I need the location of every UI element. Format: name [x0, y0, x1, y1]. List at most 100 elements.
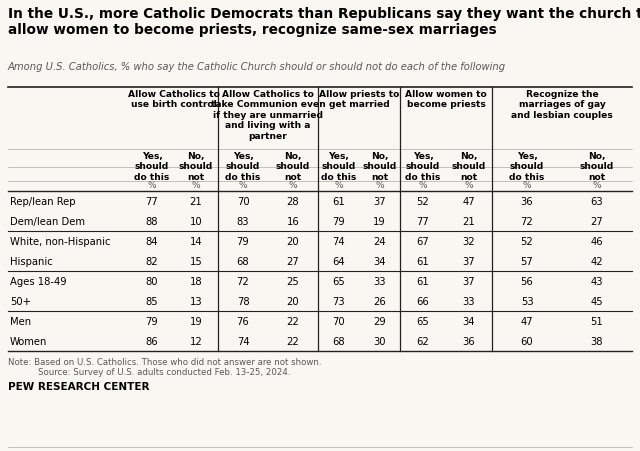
- Text: 61: 61: [417, 257, 429, 267]
- Text: 63: 63: [591, 197, 604, 207]
- Text: 26: 26: [373, 296, 386, 306]
- Text: 34: 34: [463, 316, 476, 326]
- Text: Recognize the
marriages of gay
and lesbian couples: Recognize the marriages of gay and lesbi…: [511, 90, 613, 120]
- Text: 73: 73: [332, 296, 345, 306]
- Text: 60: 60: [521, 336, 533, 346]
- Text: Ages 18-49: Ages 18-49: [10, 276, 67, 286]
- Text: 34: 34: [373, 257, 386, 267]
- Text: White, non-Hispanic: White, non-Hispanic: [10, 236, 111, 246]
- Text: 47: 47: [463, 197, 476, 207]
- Text: 88: 88: [146, 216, 158, 226]
- Text: %: %: [148, 180, 156, 189]
- Text: 37: 37: [373, 197, 386, 207]
- Text: 33: 33: [463, 296, 476, 306]
- Text: %: %: [523, 180, 531, 189]
- Text: 32: 32: [463, 236, 476, 246]
- Text: Yes,
should
do this: Yes, should do this: [405, 152, 440, 181]
- Text: 37: 37: [463, 276, 476, 286]
- Text: 64: 64: [332, 257, 345, 267]
- Text: 30: 30: [373, 336, 386, 346]
- Text: 82: 82: [146, 257, 158, 267]
- Text: PEW RESEARCH CENTER: PEW RESEARCH CENTER: [8, 381, 150, 391]
- Text: 85: 85: [146, 296, 158, 306]
- Text: 61: 61: [417, 276, 429, 286]
- Text: 38: 38: [591, 336, 604, 346]
- Text: 15: 15: [189, 257, 202, 267]
- Text: 76: 76: [237, 316, 250, 326]
- Text: Yes,
should
do this: Yes, should do this: [321, 152, 356, 181]
- Text: Hispanic: Hispanic: [10, 257, 52, 267]
- Text: 52: 52: [417, 197, 429, 207]
- Text: %: %: [593, 180, 602, 189]
- Text: 86: 86: [146, 336, 158, 346]
- Text: Rep/lean Rep: Rep/lean Rep: [10, 197, 76, 207]
- Text: 72: 72: [237, 276, 250, 286]
- Text: 57: 57: [520, 257, 533, 267]
- Text: 24: 24: [373, 236, 386, 246]
- Text: %: %: [239, 180, 247, 189]
- Text: 62: 62: [417, 336, 429, 346]
- Text: 56: 56: [520, 276, 533, 286]
- Text: 36: 36: [521, 197, 533, 207]
- Text: 72: 72: [520, 216, 533, 226]
- Text: 46: 46: [591, 236, 604, 246]
- Text: Yes,
should
do this: Yes, should do this: [225, 152, 260, 181]
- Text: 22: 22: [287, 316, 300, 326]
- Text: 70: 70: [237, 197, 250, 207]
- Text: %: %: [192, 180, 200, 189]
- Text: allow women to become priests, recognize same-sex marriages: allow women to become priests, recognize…: [8, 23, 497, 37]
- Text: 22: 22: [287, 336, 300, 346]
- Text: 80: 80: [146, 276, 158, 286]
- Text: 12: 12: [189, 336, 202, 346]
- Text: 27: 27: [591, 216, 604, 226]
- Text: 25: 25: [287, 276, 300, 286]
- Text: Note: Based on U.S. Catholics. Those who did not answer are not shown.
Source: S: Note: Based on U.S. Catholics. Those who…: [8, 357, 321, 377]
- Text: 53: 53: [521, 296, 533, 306]
- Text: Among U.S. Catholics, % who say the Catholic Church should or should not do each: Among U.S. Catholics, % who say the Cath…: [8, 62, 506, 72]
- Text: 33: 33: [373, 276, 386, 286]
- Text: 66: 66: [417, 296, 429, 306]
- Text: 19: 19: [189, 316, 202, 326]
- Text: 77: 77: [146, 197, 158, 207]
- Text: 68: 68: [237, 257, 250, 267]
- Text: 74: 74: [332, 236, 345, 246]
- Text: No,
should
not: No, should not: [362, 152, 397, 181]
- Text: 18: 18: [189, 276, 202, 286]
- Text: No,
should
not: No, should not: [580, 152, 614, 181]
- Text: %: %: [334, 180, 343, 189]
- Text: 19: 19: [373, 216, 386, 226]
- Text: 84: 84: [146, 236, 158, 246]
- Text: 52: 52: [520, 236, 533, 246]
- Text: 67: 67: [417, 236, 429, 246]
- Text: 37: 37: [463, 257, 476, 267]
- Text: 50+: 50+: [10, 296, 31, 306]
- Text: 79: 79: [237, 236, 250, 246]
- Text: 36: 36: [463, 336, 476, 346]
- Text: 20: 20: [287, 236, 300, 246]
- Text: 21: 21: [463, 216, 476, 226]
- Text: Men: Men: [10, 316, 31, 326]
- Text: No,
should
not: No, should not: [179, 152, 213, 181]
- Text: 79: 79: [146, 316, 158, 326]
- Text: 16: 16: [287, 216, 300, 226]
- Text: 27: 27: [287, 257, 300, 267]
- Text: 28: 28: [287, 197, 300, 207]
- Text: %: %: [375, 180, 384, 189]
- Text: 51: 51: [591, 316, 604, 326]
- Text: 74: 74: [237, 336, 250, 346]
- Text: No,
should
not: No, should not: [276, 152, 310, 181]
- Text: 10: 10: [189, 216, 202, 226]
- Text: %: %: [465, 180, 474, 189]
- Text: No,
should
not: No, should not: [452, 152, 486, 181]
- Text: 78: 78: [237, 296, 250, 306]
- Text: Yes,
should
do this: Yes, should do this: [134, 152, 170, 181]
- Text: 77: 77: [417, 216, 429, 226]
- Text: Yes,
should
do this: Yes, should do this: [509, 152, 545, 181]
- Text: Women: Women: [10, 336, 47, 346]
- Text: Allow priests to
get married: Allow priests to get married: [319, 90, 399, 109]
- Text: 83: 83: [237, 216, 249, 226]
- Text: In the U.S., more Catholic Democrats than Republicans say they want the church t: In the U.S., more Catholic Democrats tha…: [8, 7, 640, 21]
- Text: 21: 21: [189, 197, 202, 207]
- Text: Allow women to
become priests: Allow women to become priests: [405, 90, 487, 109]
- Text: 47: 47: [521, 316, 533, 326]
